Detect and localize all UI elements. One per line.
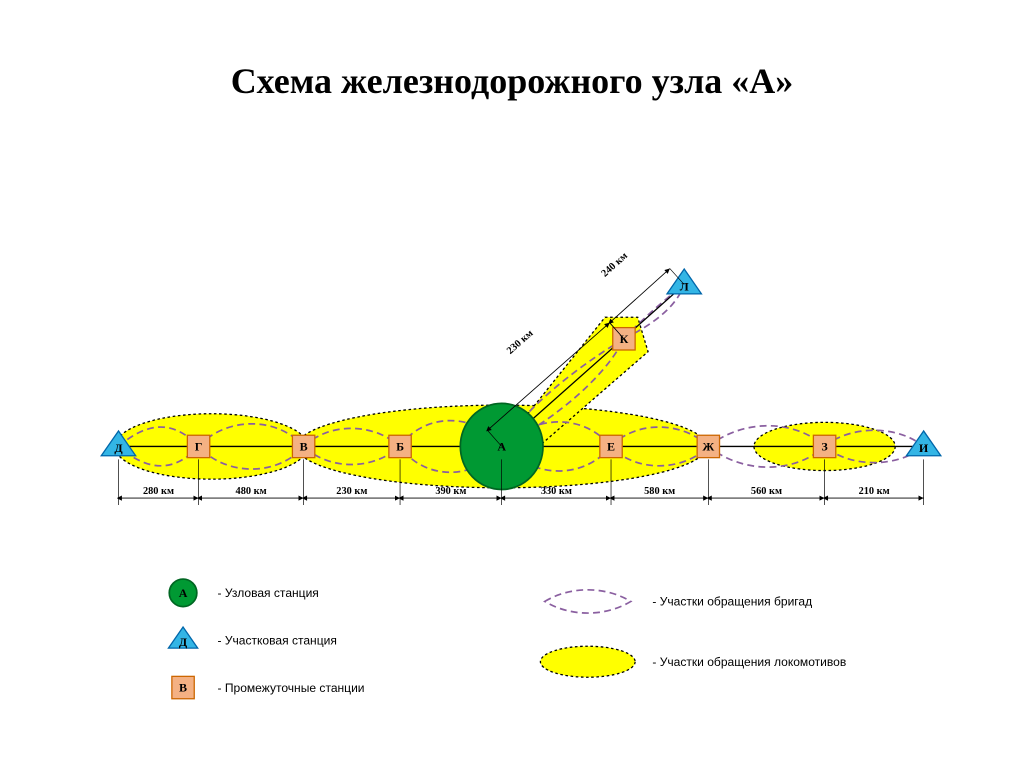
district-station-label: И	[919, 441, 929, 455]
dimension-label: 390 км	[435, 486, 466, 497]
branch-dim-label: 240 км	[600, 250, 630, 279]
intermediate-station-label: Г	[195, 439, 203, 453]
branch-dim-label: 230 км	[505, 328, 536, 357]
legend-text: - Узловая станция	[217, 586, 318, 600]
dimension-label: 210 км	[859, 486, 890, 497]
intermediate-station-label: Ж	[702, 439, 714, 453]
intermediate-station-label: В	[300, 439, 308, 453]
dimension-label: 230 км	[336, 486, 367, 497]
railway-diagram: АДИЛГВБЕЖЗК 280 км480 км230 км390 км330 …	[0, 102, 1024, 722]
dimension-label: 560 км	[751, 486, 782, 497]
dimension-label: 280 км	[143, 486, 174, 497]
legend-intermediate-icon-label: В	[179, 681, 187, 695]
svg-text:А: А	[179, 586, 188, 600]
legend-text: - Участки обращения бригад	[652, 595, 812, 609]
legend-brigade-icon	[545, 590, 631, 613]
dimension-label: 330 км	[541, 486, 572, 497]
intermediate-station-label: Е	[607, 439, 615, 453]
branch-dimension	[610, 269, 670, 323]
page-title: Схема железнодорожного узла «А»	[0, 0, 1024, 102]
legend-district-icon-label: Д	[179, 635, 188, 649]
legend-loco-icon	[540, 646, 635, 677]
intermediate-station-label: К	[620, 332, 629, 346]
legend-text: - Промежуточные станции	[217, 681, 364, 695]
legend-text: - Участки обращения локомотивов	[652, 655, 846, 669]
intermediate-station-label: Б	[396, 439, 404, 453]
dimension-label: 480 км	[236, 486, 267, 497]
district-station-label: Д	[114, 441, 123, 455]
hub-label: А	[497, 439, 506, 453]
dimension-label: 580 км	[644, 486, 675, 497]
intermediate-station-label: З	[821, 439, 828, 453]
legend-text: - Участковая станция	[217, 633, 336, 647]
